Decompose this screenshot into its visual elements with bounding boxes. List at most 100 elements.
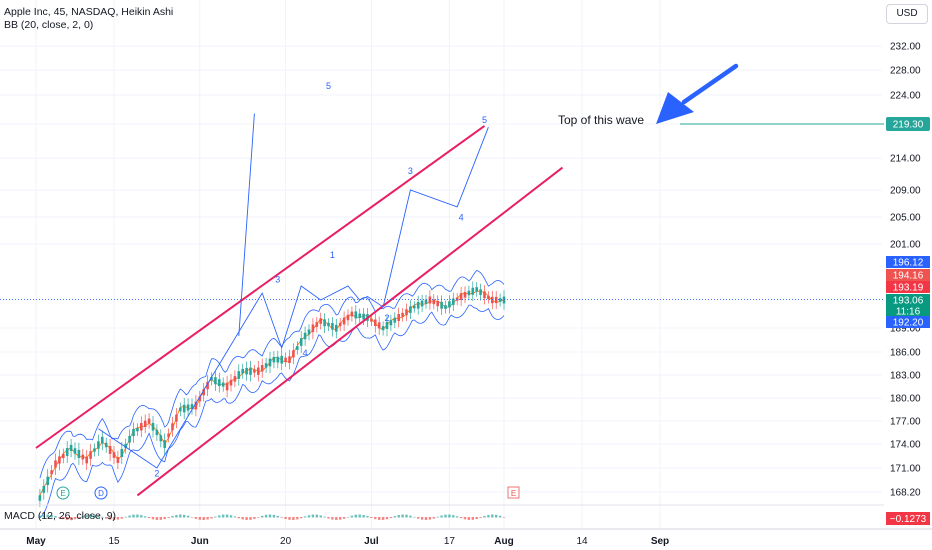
macd-histogram-bar bbox=[171, 516, 174, 518]
macd-histogram-bar bbox=[101, 516, 104, 518]
macd-histogram-bar bbox=[397, 515, 400, 518]
macd-histogram-bar bbox=[81, 516, 84, 518]
macd-histogram-bar bbox=[58, 517, 61, 518]
macd-histogram-bar bbox=[483, 515, 486, 518]
candle-body bbox=[260, 365, 264, 372]
price-tick-label: 180.00 bbox=[890, 394, 921, 405]
candle-body bbox=[452, 298, 455, 305]
candle-body bbox=[69, 444, 73, 452]
macd-histogram-bar bbox=[159, 517, 162, 520]
macd-histogram-bar bbox=[350, 515, 354, 518]
price-tick-label: 177.00 bbox=[890, 417, 921, 428]
candle-body bbox=[268, 358, 272, 367]
macd-histogram-bar bbox=[42, 514, 45, 518]
macd-histogram-bar bbox=[498, 515, 502, 518]
time-tick-label: 20 bbox=[280, 536, 292, 547]
candle-body bbox=[225, 382, 229, 391]
elliott-wave-path bbox=[98, 285, 384, 469]
lower-channel-line bbox=[136, 166, 564, 497]
candle-body bbox=[463, 291, 467, 298]
macd-histogram-bar bbox=[417, 517, 420, 519]
candle-body bbox=[89, 451, 92, 459]
macd-histogram-bar bbox=[202, 517, 205, 520]
candle-body bbox=[303, 332, 307, 340]
candle-body bbox=[420, 300, 424, 307]
macd-value-tag bbox=[886, 512, 930, 525]
candle-body bbox=[307, 329, 311, 335]
price-tag-label: 192.20 bbox=[893, 318, 924, 329]
candle-body bbox=[241, 368, 244, 374]
candle-body bbox=[374, 319, 377, 327]
macd-histogram-bar bbox=[436, 516, 439, 518]
candle-body bbox=[401, 312, 404, 317]
price-tick-label: 232.00 bbox=[890, 42, 921, 53]
macd-histogram-bar bbox=[85, 515, 88, 518]
candle-body bbox=[397, 314, 400, 321]
candle-body bbox=[50, 470, 53, 475]
macd-histogram-bar bbox=[311, 514, 315, 518]
candle-body bbox=[440, 301, 443, 309]
candle-body bbox=[81, 454, 85, 460]
macd-histogram-bar bbox=[448, 514, 451, 518]
macd-histogram-bar bbox=[198, 517, 201, 520]
macd-histogram-bar bbox=[288, 517, 291, 520]
price-axis[interactable]: 232.00 228.00 224.00 214.00 209.00 205.00 201.… bbox=[886, 42, 930, 499]
price-tag-label: 193.19 bbox=[893, 283, 924, 294]
candle-body bbox=[448, 301, 451, 308]
macd-histogram-bar bbox=[257, 517, 260, 518]
macd-histogram-bar bbox=[409, 515, 412, 518]
candle-body bbox=[77, 450, 81, 458]
currency-button[interactable]: USD bbox=[886, 4, 928, 24]
candle-body bbox=[393, 317, 397, 323]
candle-body bbox=[38, 495, 42, 501]
candle-body bbox=[132, 428, 135, 437]
time-tick-label: May bbox=[26, 536, 46, 547]
candle-body bbox=[136, 427, 139, 432]
candle-body bbox=[147, 418, 151, 424]
candle-body bbox=[299, 338, 303, 346]
candle-body bbox=[264, 363, 268, 368]
macd-histogram-bar bbox=[327, 517, 330, 519]
macd-histogram-bar bbox=[358, 514, 361, 518]
price-tick-label: 168.20 bbox=[890, 488, 921, 499]
macd-histogram-bar bbox=[105, 517, 108, 519]
candle-body bbox=[288, 356, 291, 364]
macd-histogram-bar bbox=[440, 515, 443, 518]
macd-histogram-bar bbox=[46, 514, 49, 518]
candle-body bbox=[249, 367, 252, 375]
candle-body bbox=[323, 319, 326, 327]
price-tag-box bbox=[886, 316, 930, 328]
price-tick-label: 171.00 bbox=[890, 464, 921, 475]
candle-body bbox=[190, 404, 194, 410]
candle-body bbox=[73, 448, 77, 454]
candle-body bbox=[335, 324, 338, 332]
candle-body bbox=[362, 313, 365, 320]
time-axis[interactable]: May 15 Jun 20 Jul 17 Aug 14 Sep bbox=[26, 536, 669, 547]
macd-legend[interactable]: MACD (12, 26, close, 9) bbox=[4, 510, 117, 522]
candle-body bbox=[198, 396, 202, 402]
macd-histogram-bar bbox=[479, 517, 482, 518]
macd-histogram-bar bbox=[97, 515, 100, 518]
candle-body bbox=[171, 423, 174, 431]
macd-histogram-bar bbox=[292, 517, 295, 520]
indicator-legend[interactable]: BB (20, close, 2, 0) bbox=[4, 19, 94, 31]
candle-body bbox=[182, 404, 186, 413]
wave-label: 3 bbox=[408, 166, 413, 176]
macd-histogram-bar bbox=[420, 517, 424, 520]
macd-histogram-bar bbox=[261, 515, 264, 518]
candle-body bbox=[416, 301, 420, 309]
candle-body bbox=[140, 423, 143, 431]
candle-body bbox=[112, 452, 116, 458]
candle-body bbox=[413, 305, 416, 309]
candle-body bbox=[377, 322, 381, 329]
candle-body bbox=[257, 367, 260, 375]
price-tick-label: 214.00 bbox=[890, 154, 921, 165]
macd-histogram-bar bbox=[222, 514, 225, 518]
macd-histogram-bar bbox=[459, 517, 463, 519]
macd-histogram-bar bbox=[413, 516, 416, 518]
macd-histogram-bar bbox=[381, 517, 385, 520]
macd-histogram-bar bbox=[54, 516, 57, 518]
macd-histogram-bar bbox=[183, 514, 186, 518]
